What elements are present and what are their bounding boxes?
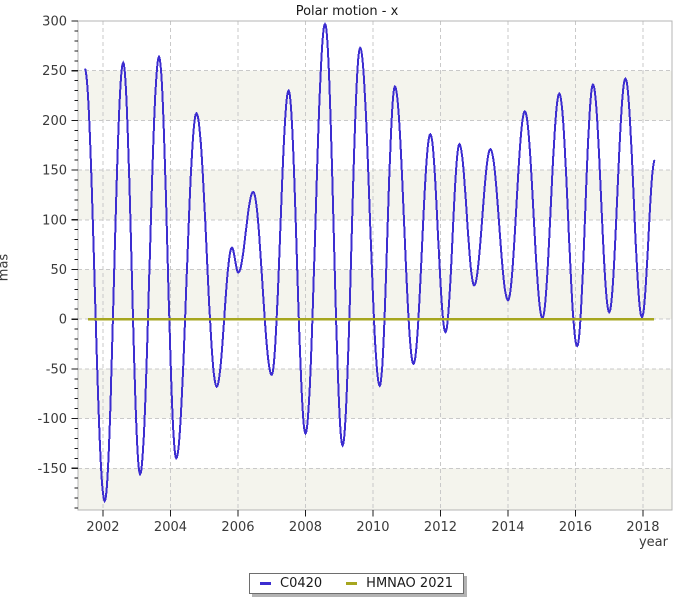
x-tick-label: 2006 [221,520,254,535]
x-tick-label: 2018 [626,520,659,535]
y-tick-label: 250 [42,64,67,79]
background-stripe [78,368,672,419]
legend-line-sample-hmnao-2021 [346,582,358,585]
y-tick-label: 0 [59,313,67,328]
background-stripe [78,70,672,121]
background-stripe [78,468,672,510]
x-tick-label: 2012 [424,520,457,535]
x-tick-label: 2014 [491,520,524,535]
legend-label-c0420: C0420 [280,576,323,591]
y-axis-label: mas [0,253,12,282]
x-tick-label: 2016 [559,520,592,535]
x-tick-label: 2010 [356,520,389,535]
legend-label-hmnao-2021: HMNAO 2021 [366,576,454,591]
y-tick-label: 200 [42,114,67,129]
y-tick-label: 100 [42,213,67,228]
y-tick-label: -150 [37,462,67,477]
x-tick-label: 2004 [154,520,187,535]
series-line-c0420 [83,22,656,504]
y-tick-label: -50 [46,362,67,377]
x-tick-label: 2002 [86,520,119,535]
y-tick-label: -100 [37,412,67,427]
y-tick-label: 150 [42,164,67,179]
legend-item-hmnao-2021: HMNAO 2021 [346,576,453,591]
y-tick-label: 50 [50,263,67,278]
chart-title: Polar motion - x [295,4,399,19]
legend-item-c0420: C0420 [260,576,322,591]
plot-border [77,20,673,511]
y-tick-label: 300 [42,15,67,30]
x-tick-label: 2008 [289,520,322,535]
legend-line-sample-c0420 [260,582,271,585]
background-stripe [78,170,672,220]
x-axis-label: year [638,535,668,550]
legend: C0420 HMNAO 2021 [249,573,465,594]
